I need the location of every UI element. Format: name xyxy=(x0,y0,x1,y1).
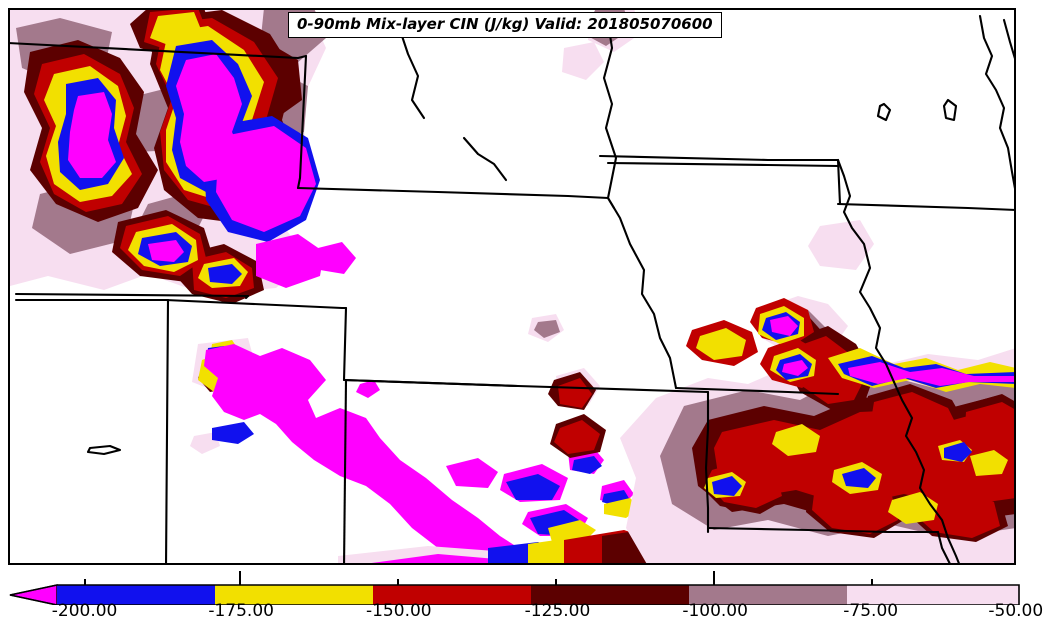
cin-band-magenta xyxy=(446,458,498,488)
cin-band-magenta xyxy=(68,92,116,178)
river-missouri-bend xyxy=(398,28,426,120)
cin-band-blue xyxy=(212,422,254,444)
cin-band-yellow xyxy=(150,12,202,48)
shoreline-lake-michigan xyxy=(978,14,1016,196)
river-feature xyxy=(86,444,122,456)
boundary-missouri-river-upper xyxy=(602,20,678,390)
cin-band-magenta xyxy=(216,126,316,232)
cin-band-red xyxy=(554,420,600,454)
cin-band-yellow xyxy=(970,450,1008,476)
boundary-mississippi-mid xyxy=(892,380,961,565)
cin-band-magenta xyxy=(770,316,798,336)
cin-band-blue xyxy=(944,442,972,462)
cin-band-yellow xyxy=(696,328,746,360)
colorbar-tick-label: -125.00 xyxy=(524,601,591,621)
boundary-wy-south xyxy=(14,292,250,298)
colorbar-band-red xyxy=(373,585,531,605)
cin-band-magenta xyxy=(148,240,184,262)
cin-band-red xyxy=(558,378,592,408)
state-boundaries xyxy=(8,14,1016,565)
boundary-ne-sd xyxy=(296,186,610,200)
colorbar-band-blue xyxy=(57,585,215,605)
colorbar[interactable]: -200.00 -175.00 -150.00 -125.00 -100.00 … xyxy=(0,565,1044,633)
boundary-il-wi xyxy=(836,202,1016,212)
colorbar-tick-label: -75.00 xyxy=(843,601,899,621)
cin-band-magenta xyxy=(318,242,356,274)
map-title-text: 0-90mb Mix-layer CIN (J/kg) Valid: 20180… xyxy=(297,15,713,33)
boundary-wy-west xyxy=(296,54,308,190)
boundary-ut-co xyxy=(164,298,170,565)
colorbar-tick-label: -175.00 xyxy=(208,601,274,621)
cin-band-magenta xyxy=(782,360,808,376)
map-title-box: 0-90mb Mix-layer CIN (J/kg) Valid: 20180… xyxy=(288,12,722,39)
river-missouri-bend2 xyxy=(462,136,508,182)
cin-band-pink xyxy=(562,42,604,80)
boundary-ok-ar xyxy=(936,530,952,565)
cin-band-mauve xyxy=(534,320,560,338)
boundary-wy-co-vertical xyxy=(244,294,250,300)
cin-band-yellow xyxy=(772,424,820,456)
cin-band-magenta xyxy=(270,384,300,406)
colorbar-band-pink xyxy=(847,585,1019,605)
cin-band-magenta xyxy=(848,362,1016,386)
cin-band-red xyxy=(812,482,898,534)
cin-band-blue xyxy=(208,264,242,284)
boundary-ia-mo xyxy=(674,386,840,396)
boundary-mo-ks xyxy=(704,390,710,534)
cin-band-magenta xyxy=(356,380,380,398)
colorbar-band-yellow xyxy=(215,585,373,605)
boundary-mississippi-north xyxy=(836,158,896,384)
contour-group-northwest xyxy=(10,8,356,304)
boundary-mo-ar xyxy=(706,526,940,534)
boundary-ne-ks xyxy=(342,378,710,394)
colorbar-tick-label: -100.00 xyxy=(682,601,748,621)
boundary-sd-nd xyxy=(606,161,840,168)
cin-band-blue xyxy=(506,474,560,500)
contour-group-colorado-plume xyxy=(190,338,640,565)
cin-band-magenta xyxy=(256,234,324,288)
boundary-mn-ia xyxy=(598,154,840,162)
boundary-co-north xyxy=(164,298,348,310)
colorbar-outline xyxy=(9,584,1020,605)
cin-band-red xyxy=(914,488,1000,538)
cin-band-red xyxy=(964,402,1016,468)
colorbar-tick-label: -150.00 xyxy=(365,601,432,621)
colorbar-band-mauve xyxy=(689,585,847,605)
contour-group-ozarks xyxy=(548,8,1016,565)
contour-group-scattered xyxy=(528,220,874,342)
colorbar-tick-label: -200.00 xyxy=(51,601,118,621)
boundary-sd-mn-vertical xyxy=(836,158,842,206)
boundary-mt-wy xyxy=(8,41,308,60)
colorbar-tick-label: -50.00 xyxy=(988,601,1044,621)
colorbar-tick-labels: -200.00 -175.00 -150.00 -125.00 -100.00 … xyxy=(0,601,1044,631)
cin-band-blue xyxy=(572,456,602,474)
lake-feature-small xyxy=(942,98,958,122)
cin-contour-map xyxy=(8,8,1016,565)
map-panel[interactable] xyxy=(8,8,1016,565)
boundary-co-ks-vertical xyxy=(342,378,348,565)
colorbar-band-maroon xyxy=(531,585,689,605)
cin-band-yellow xyxy=(888,492,938,524)
cin-band-pink xyxy=(808,220,874,270)
cin-band-blue xyxy=(712,476,742,496)
cin-band-blue xyxy=(842,468,876,488)
colorbar-svg xyxy=(9,571,1020,605)
boundary-ne-ia-vertical xyxy=(606,196,616,210)
lake-feature-small xyxy=(876,102,892,122)
